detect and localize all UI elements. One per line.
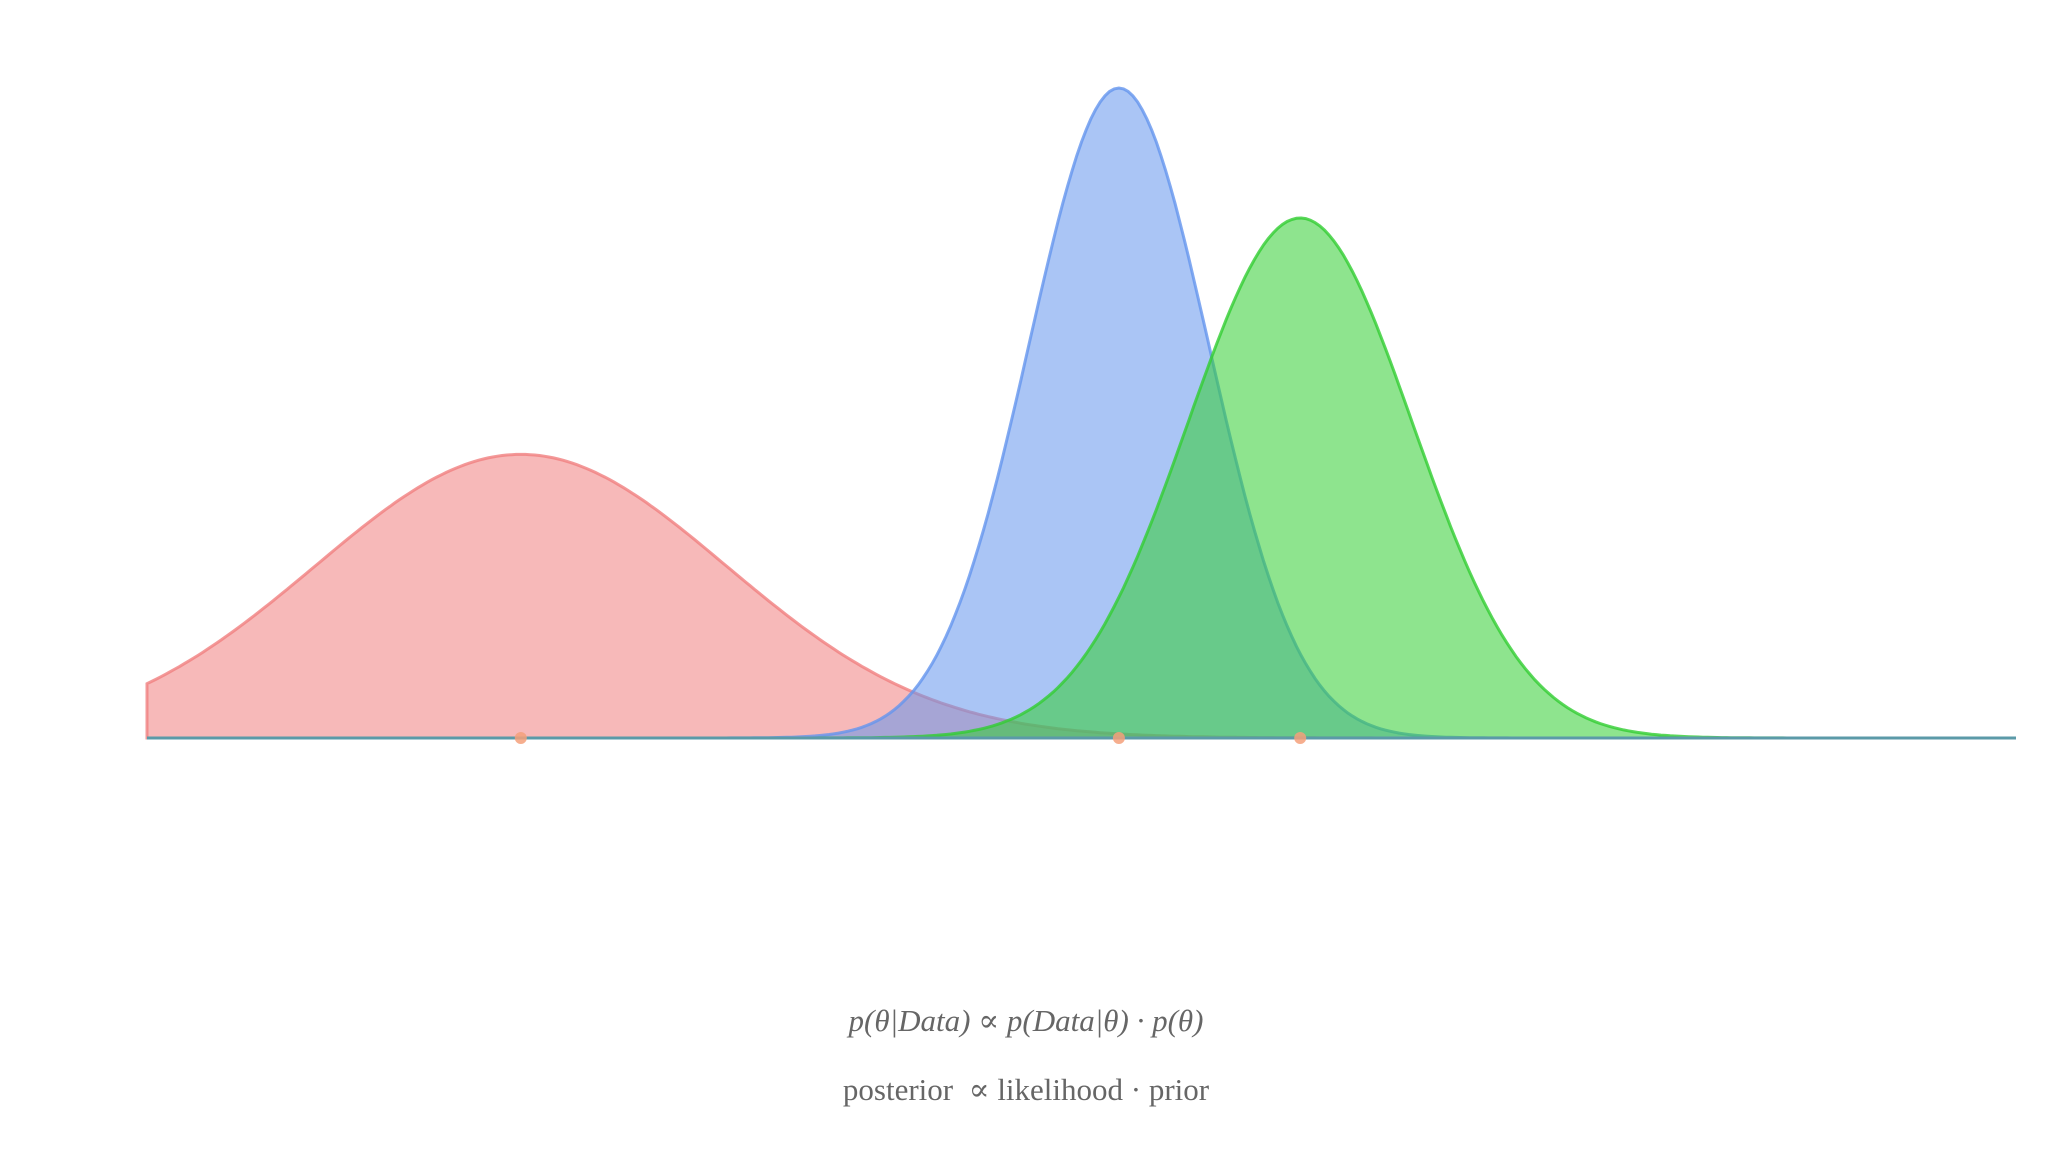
mean-marker-2 — [1112, 732, 1125, 744]
mean-markers — [514, 732, 1307, 744]
mean-marker-3 — [1294, 732, 1307, 744]
density-areas — [145, 86, 2016, 740]
mean-marker-1 — [514, 732, 527, 744]
bayes-formula-words: posterior ∝ likelihood · prior — [842, 1072, 1210, 1107]
bayes-formula-math: p(θ|Data) ∝ p(Data|θ) · p(θ) — [848, 1003, 1204, 1038]
